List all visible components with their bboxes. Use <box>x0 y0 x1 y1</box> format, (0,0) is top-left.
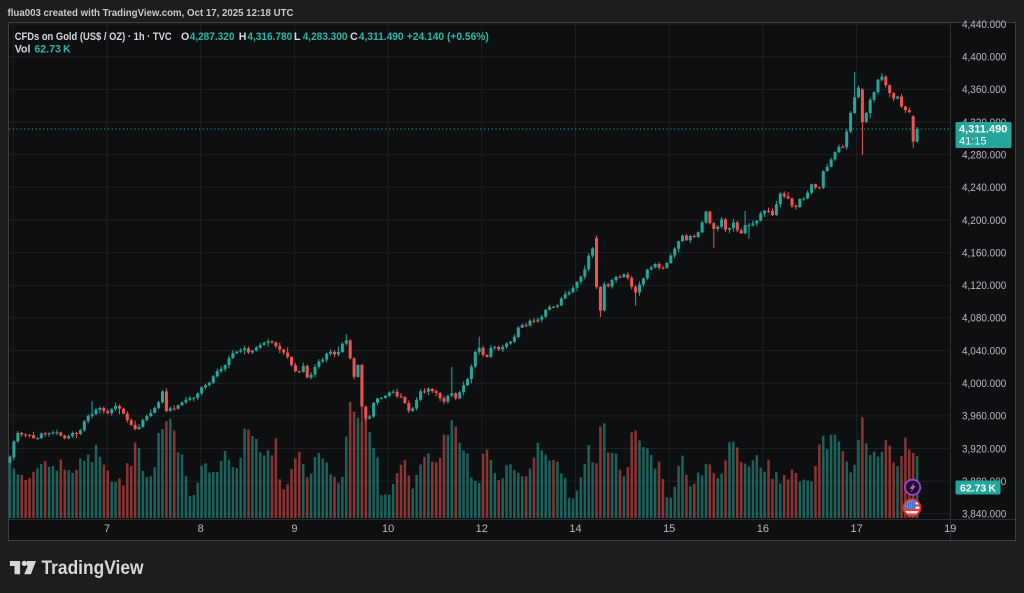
svg-text:7: 7 <box>104 523 110 535</box>
svg-text:flua003 created with TradingVi: flua003 created with TradingView.com, Oc… <box>8 7 294 19</box>
svg-text:L: L <box>294 31 301 43</box>
svg-text:Vol: Vol <box>15 44 31 56</box>
svg-text:+24.140 (+0.56%): +24.140 (+0.56%) <box>407 31 489 43</box>
svg-text:4,360.000: 4,360.000 <box>962 84 1006 96</box>
svg-text:4,287.320: 4,287.320 <box>190 31 235 43</box>
svg-text:17: 17 <box>850 523 862 535</box>
svg-text:16: 16 <box>757 523 769 535</box>
svg-text:4,000.000: 4,000.000 <box>962 378 1006 390</box>
svg-text:4,120.000: 4,120.000 <box>962 280 1006 292</box>
svg-text:O: O <box>181 31 189 43</box>
svg-text:TradingView: TradingView <box>42 558 144 579</box>
svg-text:62.73 K: 62.73 K <box>34 44 71 56</box>
svg-text:4,311.490: 4,311.490 <box>959 124 1007 136</box>
svg-text:4,283.300: 4,283.300 <box>303 31 348 43</box>
svg-text:9: 9 <box>291 523 297 535</box>
svg-text:4,280.000: 4,280.000 <box>962 150 1006 162</box>
svg-text:4,080.000: 4,080.000 <box>962 313 1006 325</box>
svg-text:19: 19 <box>944 523 956 535</box>
svg-text:3,920.000: 3,920.000 <box>962 443 1006 455</box>
svg-text:C: C <box>350 31 358 43</box>
svg-text:15: 15 <box>663 523 675 535</box>
svg-text:41:15: 41:15 <box>959 136 987 148</box>
svg-text:3,960.000: 3,960.000 <box>962 411 1006 423</box>
svg-text:4,160.000: 4,160.000 <box>962 247 1006 259</box>
svg-text:14: 14 <box>569 523 581 535</box>
svg-text:62.73 K: 62.73 K <box>960 483 996 495</box>
svg-text:3,840.000: 3,840.000 <box>962 509 1006 521</box>
svg-text:10: 10 <box>382 523 394 535</box>
svg-text:4,440.000: 4,440.000 <box>962 19 1006 31</box>
svg-text:4,311.490: 4,311.490 <box>359 31 404 43</box>
svg-text:CFDs on Gold (US$ / OZ) · 1h ·: CFDs on Gold (US$ / OZ) · 1h · TVC <box>15 31 172 43</box>
svg-text:4,400.000: 4,400.000 <box>962 52 1006 64</box>
svg-text:8: 8 <box>198 523 204 535</box>
svg-text:4,316.780: 4,316.780 <box>247 31 292 43</box>
svg-text:4,200.000: 4,200.000 <box>962 215 1006 227</box>
svg-text:4,040.000: 4,040.000 <box>962 345 1006 357</box>
svg-text:H: H <box>239 31 247 43</box>
svg-text:4,240.000: 4,240.000 <box>962 182 1006 194</box>
svg-text:12: 12 <box>476 523 488 535</box>
